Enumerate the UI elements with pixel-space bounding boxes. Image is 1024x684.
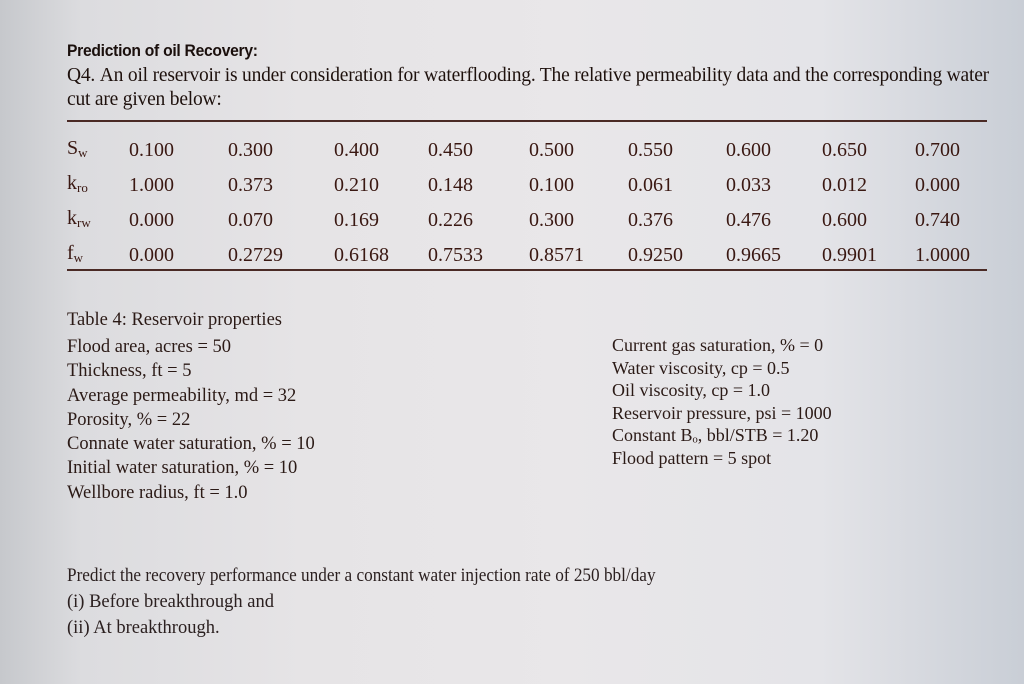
reservoir-properties-left-column: Flood area, acres = 50 Thickness, ft = 5… — [67, 335, 315, 505]
property-water-viscosity: Water viscosity, cp = 0.5 — [612, 357, 790, 378]
table-cell: 0.070 — [228, 209, 273, 231]
table-row-sw: Sw 0.100 0.300 0.400 0.450 0.500 0.550 0… — [67, 133, 995, 168]
property-oil-viscosity: Oil viscosity, cp = 1.0 — [612, 380, 770, 401]
table-cell: 0.169 — [334, 209, 379, 231]
question-item-at-breakthrough: (ii) At breakthrough. — [67, 618, 220, 638]
table-cell: 0.148 — [428, 174, 473, 196]
table-row-kro: kro 1.000 0.373 0.210 0.148 0.100 0.061 … — [67, 168, 995, 203]
table-cell: 0.600 — [726, 139, 771, 161]
row-label-sub: w — [73, 250, 84, 265]
property-flood-pattern: Flood pattern = 5 spot — [612, 447, 772, 468]
question-block: Predict the recovery performance under a… — [67, 563, 700, 641]
question-prompt: Predict the recovery performance under a… — [67, 566, 656, 586]
table-top-rule — [67, 120, 987, 122]
table-cell: 0.226 — [428, 209, 473, 231]
property-wellbore-radius: Wellbore radius, ft = 1.0 — [67, 482, 248, 503]
property-porosity: Porosity, % = 22 — [67, 409, 191, 430]
property-reservoir-pressure: Reservoir pressure, psi = 1000 — [612, 402, 832, 423]
table-cell: 0.012 — [822, 174, 867, 196]
relative-permeability-table: Sw 0.100 0.300 0.400 0.450 0.500 0.550 0… — [67, 133, 995, 273]
table-cell: 0.600 — [822, 209, 867, 231]
table-cell: 0.476 — [726, 209, 771, 231]
reservoir-properties-right-column: Current gas saturation, % = 0 Water visc… — [612, 334, 832, 470]
table-cell: 0.6168 — [334, 244, 389, 266]
table-cell: 0.000 — [915, 174, 960, 196]
property-flood-area: Flood area, acres = 50 — [67, 337, 232, 357]
table-row-krw: krw 0.000 0.070 0.169 0.226 0.300 0.376 … — [67, 203, 995, 238]
row-label-kro: kro — [67, 168, 129, 203]
row-label-main: S — [67, 137, 79, 159]
row-label-main: k — [67, 172, 77, 194]
table-row-fw: fw 0.000 0.2729 0.6168 0.7533 0.8571 0.9… — [67, 238, 995, 273]
property-initial-water-saturation: Initial water saturation, % = 10 — [67, 458, 298, 479]
table-cell: 0.500 — [529, 139, 574, 161]
row-label-sub: ro — [77, 180, 88, 195]
table-cell: 0.400 — [334, 139, 379, 161]
table-cell: 1.0000 — [915, 244, 970, 266]
table-cell: 0.550 — [628, 139, 673, 161]
table-cell: 0.9665 — [726, 244, 781, 266]
table-cell: 0.8571 — [529, 244, 584, 266]
row-label-sub: rw — [77, 215, 91, 230]
table-cell: 0.7533 — [428, 244, 483, 266]
row-label-main: f — [67, 242, 74, 264]
table-cell: 0.450 — [428, 139, 473, 161]
row-label-main: k — [67, 207, 77, 229]
reservoir-properties-title: Table 4: Reservoir properties — [67, 310, 282, 330]
table-cell: 0.650 — [822, 139, 867, 161]
table-cell: 0.061 — [628, 174, 673, 196]
property-formation-volume-factor: Constant Bₒ, bbl/STB = 1.20 — [612, 425, 819, 446]
question-intro: Q4. An oil reservoir is under considerat… — [67, 64, 1007, 112]
row-label-sw: Sw — [67, 133, 129, 168]
table-cell: 0.376 — [628, 209, 673, 231]
row-label-fw: fw — [67, 238, 129, 273]
table-cell: 0.100 — [529, 174, 574, 196]
table-cell: 0.033 — [726, 174, 771, 196]
table-cell: 0.9901 — [822, 244, 877, 266]
table-cell: 0.300 — [529, 209, 574, 231]
table-cell: 0.2729 — [228, 244, 283, 266]
property-gas-saturation: Current gas saturation, % = 0 — [612, 335, 824, 355]
table-cell: 0.210 — [334, 174, 379, 196]
table-cell: 0.300 — [228, 139, 273, 161]
property-connate-water-saturation: Connate water saturation, % = 10 — [67, 434, 315, 455]
table-cell: 1.000 — [129, 174, 174, 196]
property-thickness: Thickness, ft = 5 — [67, 361, 192, 382]
question-intro-text: An oil reservoir is under consideration … — [67, 65, 989, 110]
row-label-krw: krw — [67, 203, 129, 238]
question-number: Q4. — [67, 65, 96, 86]
table-cell: 0.100 — [129, 139, 174, 161]
table-cell: 0.000 — [129, 209, 174, 231]
table-cell: 0.740 — [915, 209, 960, 231]
table-cell: 0.700 — [915, 139, 960, 161]
document-heading: Prediction of oil Recovery: — [67, 41, 258, 60]
table-cell: 0.373 — [228, 174, 273, 196]
table-bottom-rule — [67, 269, 987, 271]
question-item-before-breakthrough: (i) Before breakthrough and — [67, 592, 275, 612]
row-label-sub: w — [78, 145, 88, 160]
table-cell: 0.000 — [129, 244, 174, 266]
property-average-permeability: Average permeability, md = 32 — [67, 385, 297, 406]
table-cell: 0.9250 — [628, 244, 683, 266]
